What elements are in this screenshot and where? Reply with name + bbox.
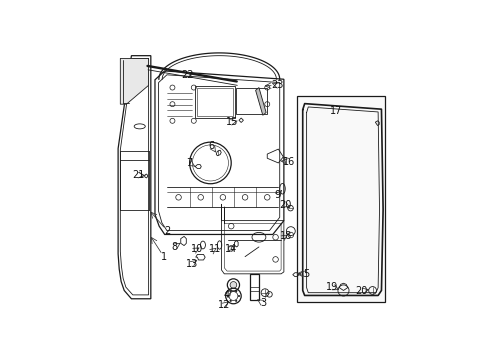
Text: 2: 2 <box>164 226 170 236</box>
Text: 21: 21 <box>132 170 145 180</box>
Text: 15: 15 <box>225 117 238 127</box>
Circle shape <box>230 282 236 288</box>
Text: 20: 20 <box>278 199 290 210</box>
Text: 19: 19 <box>325 282 337 292</box>
Circle shape <box>238 295 239 297</box>
Circle shape <box>235 300 237 302</box>
Text: 17: 17 <box>329 106 342 116</box>
Text: 22: 22 <box>181 70 193 80</box>
Text: 23: 23 <box>271 80 283 90</box>
Text: 7: 7 <box>186 158 192 168</box>
Bar <box>194 86 234 118</box>
Text: 10: 10 <box>191 244 203 254</box>
Polygon shape <box>120 58 148 104</box>
Circle shape <box>229 291 231 292</box>
Bar <box>249 274 259 300</box>
Text: 3: 3 <box>260 298 265 308</box>
Text: 1: 1 <box>161 252 167 262</box>
Text: 13: 13 <box>186 258 198 269</box>
Text: 6: 6 <box>208 141 214 151</box>
Bar <box>297 96 385 302</box>
Polygon shape <box>255 87 265 115</box>
Text: 12: 12 <box>218 300 230 310</box>
Bar <box>236 87 266 114</box>
Bar <box>196 89 232 116</box>
Text: 18: 18 <box>280 231 292 241</box>
Text: 9: 9 <box>274 190 280 200</box>
Text: 16: 16 <box>282 157 294 167</box>
Text: 20: 20 <box>355 286 367 296</box>
Circle shape <box>226 295 228 297</box>
Text: 4: 4 <box>223 291 229 301</box>
Text: 11: 11 <box>208 244 221 254</box>
Circle shape <box>229 300 231 302</box>
Text: 5: 5 <box>303 269 309 279</box>
Text: 14: 14 <box>224 244 236 254</box>
Circle shape <box>235 291 237 292</box>
Text: 8: 8 <box>171 242 177 252</box>
